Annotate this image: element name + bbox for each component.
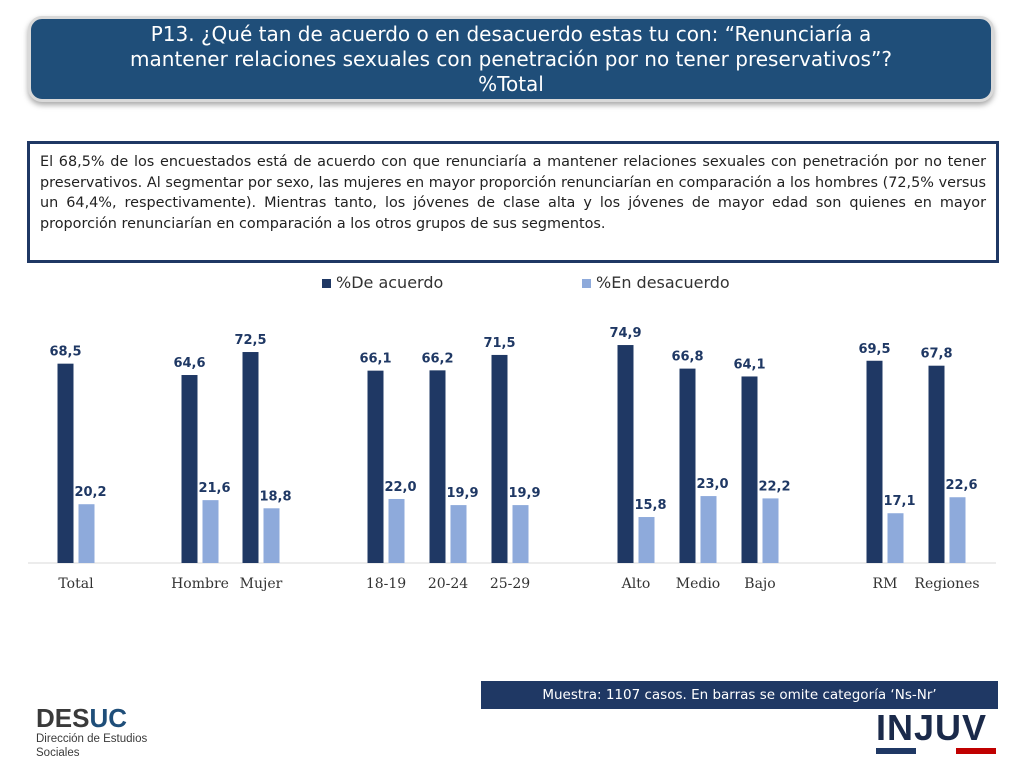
bar-desacuerdo-alto bbox=[638, 517, 655, 563]
summary-text-box: El 68,5% de los encuestados está de acue… bbox=[27, 141, 999, 263]
data-label-desacuerdo-mujer: 18,8 bbox=[259, 489, 291, 504]
bar-chart: %De acuerdo %En desacuerdo 68,5 20,2 Total 64… bbox=[28, 273, 996, 592]
bar-desacuerdo-25-29 bbox=[512, 505, 529, 563]
bar-acuerdo-medio bbox=[679, 368, 696, 563]
bar-acuerdo-hombre bbox=[181, 375, 198, 563]
data-label-desacuerdo-rm: 17,1 bbox=[883, 494, 915, 509]
data-label-acuerdo-rm: 69,5 bbox=[858, 342, 890, 357]
data-label-desacuerdo-18-19: 22,0 bbox=[384, 480, 416, 495]
injuv-stripe-red bbox=[956, 748, 996, 754]
sample-note: Muestra: 1107 casos. En barras se omite … bbox=[481, 681, 998, 709]
question-title-box: P13. ¿Qué tan de acuerdo o en desacuerdo… bbox=[28, 16, 994, 102]
data-label-acuerdo-medio: 66,8 bbox=[671, 350, 703, 365]
desuc-logo-des: DES bbox=[36, 703, 90, 733]
legend-label-2: %En desacuerdo bbox=[596, 273, 730, 292]
bar-acuerdo-alto bbox=[617, 345, 634, 563]
bar-desacuerdo-mujer bbox=[263, 508, 280, 563]
bar-acuerdo-regiones bbox=[928, 365, 945, 563]
legend-label-1: %De acuerdo bbox=[336, 273, 443, 292]
desuc-logo-subtitle-1: Dirección de Estudios bbox=[36, 733, 148, 745]
bar-acuerdo-20-24 bbox=[429, 370, 446, 563]
bar-desacuerdo-bajo bbox=[762, 498, 779, 563]
category-label-18-19: 18-19 bbox=[366, 576, 406, 592]
bar-desacuerdo-regiones bbox=[949, 497, 966, 563]
data-label-acuerdo-20-24: 66,2 bbox=[421, 351, 453, 366]
legend-swatch-1 bbox=[322, 279, 331, 288]
category-label-regiones: Regiones bbox=[914, 576, 979, 592]
bar-acuerdo-18-19 bbox=[367, 370, 384, 563]
data-label-acuerdo-18-19: 66,1 bbox=[359, 352, 391, 367]
data-label-acuerdo-mujer: 72,5 bbox=[234, 333, 266, 348]
injuv-stripe-white bbox=[916, 748, 956, 754]
data-label-acuerdo-bajo: 64,1 bbox=[733, 357, 765, 372]
bar-desacuerdo-20-24 bbox=[450, 505, 467, 563]
category-label-bajo: Bajo bbox=[744, 576, 775, 592]
data-label-desacuerdo-total: 20,2 bbox=[74, 485, 106, 500]
desuc-logo-subtitle-2: Sociales bbox=[36, 747, 80, 759]
bar-acuerdo-total bbox=[57, 363, 74, 563]
question-title-line-2: mantener relaciones sexuales con penetra… bbox=[130, 46, 892, 71]
bar-acuerdo-bajo bbox=[741, 376, 758, 563]
bar-acuerdo-rm bbox=[866, 360, 883, 563]
category-label-20-24: 20-24 bbox=[428, 576, 468, 592]
category-label-total: Total bbox=[58, 576, 94, 592]
data-label-acuerdo-25-29: 71,5 bbox=[483, 336, 515, 351]
data-label-desacuerdo-alto: 15,8 bbox=[634, 498, 666, 513]
category-label-25-29: 25-29 bbox=[490, 576, 530, 592]
injuv-logo: INJUV bbox=[876, 708, 996, 754]
data-label-desacuerdo-hombre: 21,6 bbox=[198, 481, 230, 496]
bar-acuerdo-mujer bbox=[242, 352, 259, 563]
injuv-stripe-blue bbox=[876, 748, 916, 754]
injuv-logo-stripe bbox=[876, 748, 996, 754]
data-label-desacuerdo-medio: 23,0 bbox=[696, 477, 728, 492]
data-label-acuerdo-total: 68,5 bbox=[49, 345, 81, 360]
desuc-logo-uc: UC bbox=[89, 703, 128, 733]
data-label-acuerdo-regiones: 67,8 bbox=[920, 347, 952, 362]
legend-swatch-2 bbox=[582, 279, 591, 288]
data-label-desacuerdo-bajo: 22,2 bbox=[758, 479, 790, 494]
bar-acuerdo-25-29 bbox=[491, 354, 508, 563]
bar-desacuerdo-medio bbox=[700, 496, 717, 563]
category-label-hombre: Hombre bbox=[171, 576, 229, 592]
question-title-line-3: %Total bbox=[478, 71, 544, 96]
category-label-mujer: Mujer bbox=[240, 576, 283, 592]
question-title-line-1: P13. ¿Qué tan de acuerdo o en desacuerdo… bbox=[150, 21, 872, 46]
category-label-rm: RM bbox=[873, 576, 898, 592]
bar-desacuerdo-18-19 bbox=[388, 498, 405, 563]
bar-desacuerdo-hombre bbox=[202, 500, 219, 563]
data-label-acuerdo-hombre: 64,6 bbox=[173, 356, 205, 371]
category-label-alto: Alto bbox=[621, 576, 651, 592]
category-label-medio: Medio bbox=[676, 576, 721, 592]
data-label-desacuerdo-regiones: 22,6 bbox=[945, 478, 977, 493]
desuc-logo: DESUC Dirección de Estudios Sociales bbox=[36, 704, 147, 760]
data-label-acuerdo-alto: 74,9 bbox=[609, 326, 641, 341]
data-label-desacuerdo-20-24: 19,9 bbox=[446, 486, 478, 501]
data-label-desacuerdo-25-29: 19,9 bbox=[508, 486, 540, 501]
bar-desacuerdo-total bbox=[78, 504, 95, 563]
injuv-logo-text: INJUV bbox=[876, 707, 988, 748]
bar-desacuerdo-rm bbox=[887, 513, 904, 563]
